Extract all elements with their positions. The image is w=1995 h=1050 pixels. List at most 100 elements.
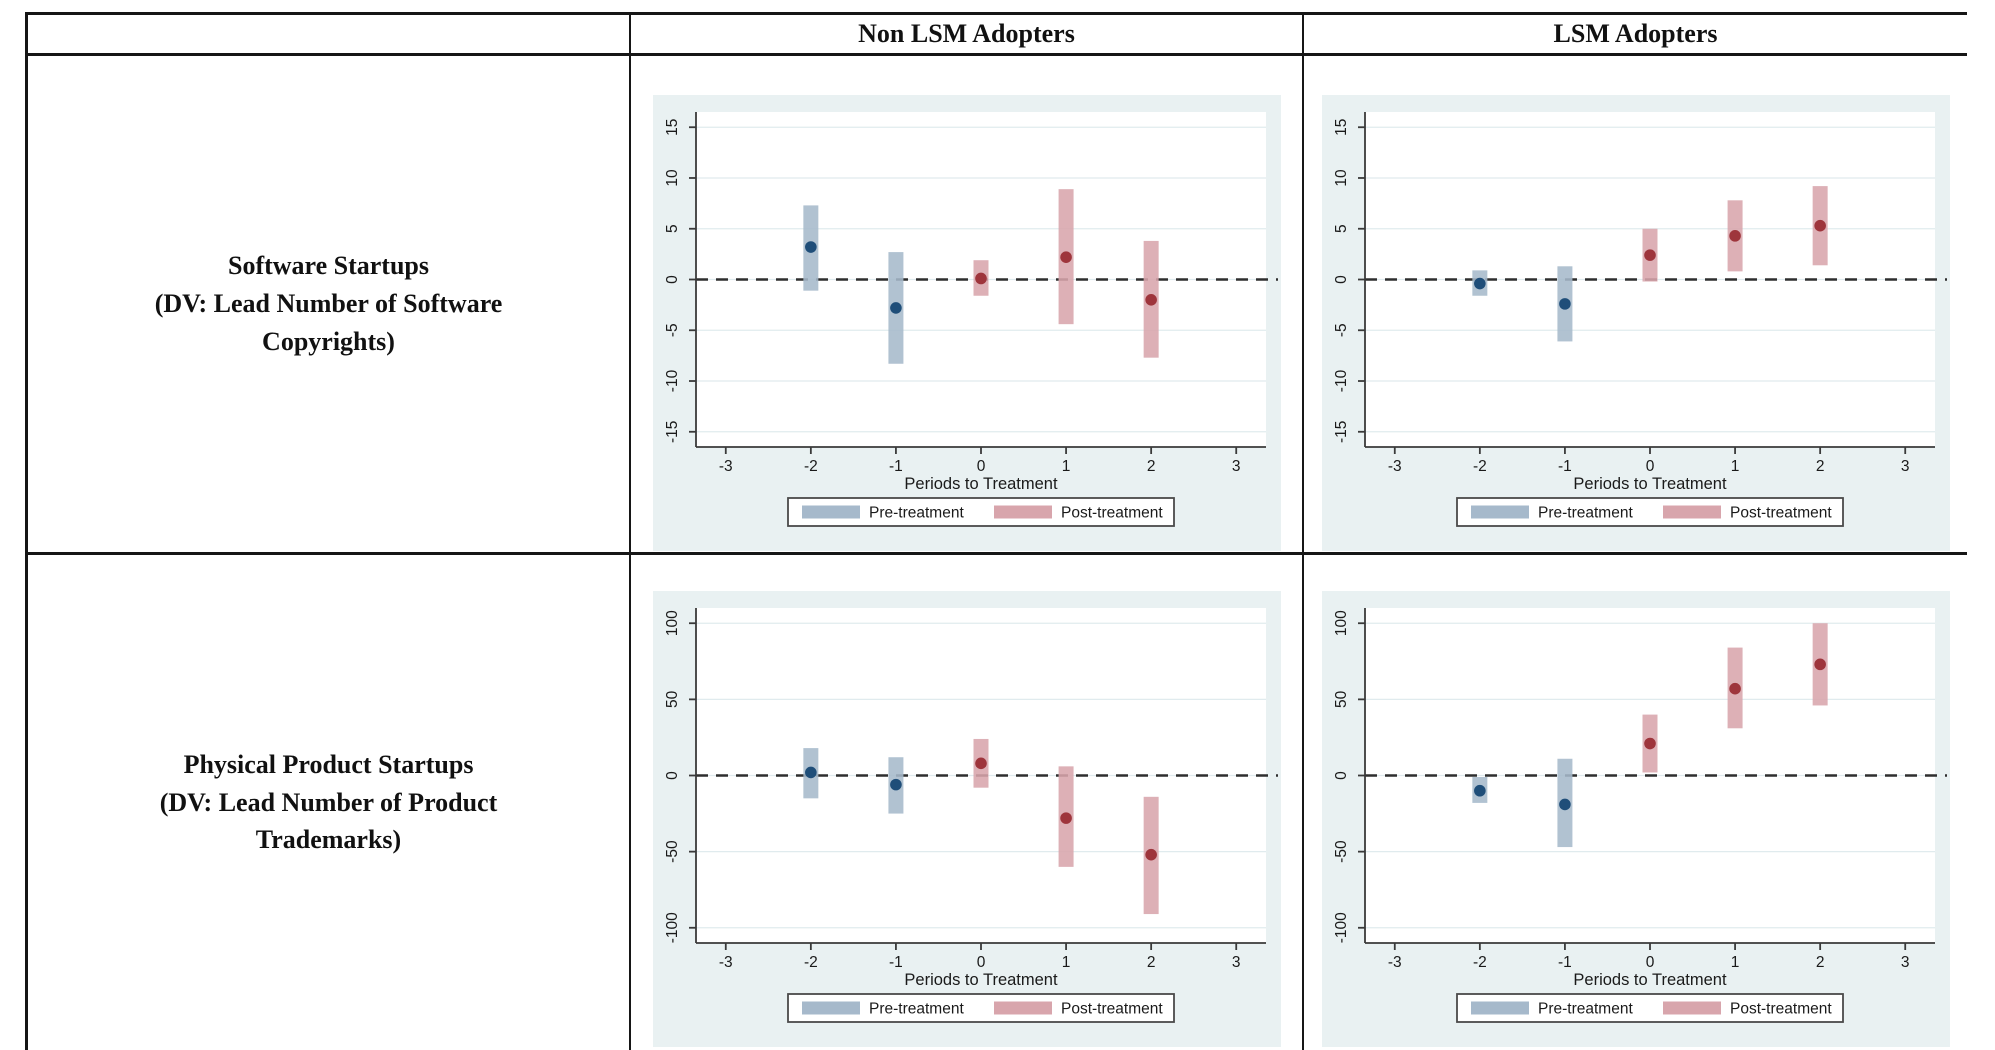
- x-tick-label: 3: [1900, 954, 1909, 971]
- legend-swatch-post: [993, 505, 1052, 519]
- x-tick-label: 3: [1231, 954, 1240, 971]
- y-tick-label: 50: [664, 690, 681, 708]
- y-tick-label: -50: [1333, 840, 1350, 863]
- legend-swatch-post: [1662, 505, 1721, 519]
- point-estimate-dot: [1059, 812, 1072, 824]
- y-tick-label: 50: [1333, 690, 1350, 708]
- column-header-lsm: LSM Adopters: [1304, 15, 1967, 56]
- y-tick-label: -5: [1333, 323, 1350, 337]
- point-estimate-dot: [889, 778, 902, 791]
- legend-swatch-pre: [801, 1001, 860, 1015]
- y-tick-label: -10: [1333, 369, 1350, 392]
- y-tick-label: 15: [664, 119, 681, 136]
- figure-table: Non LSM Adopters LSM Adopters Software S…: [25, 12, 1967, 1050]
- legend-swatch-post: [993, 1001, 1052, 1015]
- row-label-software-startups: Software Startups (DV: Lead Number of So…: [28, 56, 631, 555]
- x-tick-label: 1: [1730, 458, 1739, 475]
- point-estimate-dot: [1643, 737, 1656, 750]
- x-tick-label: -2: [803, 954, 817, 971]
- y-tick-label: 0: [1333, 275, 1350, 284]
- x-tick-label: 3: [1900, 458, 1909, 475]
- point-estimate-dot: [1558, 298, 1571, 310]
- legend-label-post: Post-treatment: [1061, 505, 1163, 522]
- legend-swatch-pre: [801, 505, 860, 519]
- y-tick-label: -10: [664, 369, 681, 392]
- x-tick-label: -2: [803, 458, 817, 475]
- x-tick-label: -3: [1387, 458, 1401, 475]
- x-tick-label: -3: [1387, 954, 1401, 971]
- chart-cell-software-lsm: -15 -10 -5 0 5 10 15 -3 -2 -1 0 1 2 3 Periods to Treat…: [1304, 56, 1967, 555]
- x-tick-label: -3: [718, 954, 732, 971]
- x-tick-label: 2: [1815, 954, 1824, 971]
- y-tick-label: 5: [1333, 224, 1350, 233]
- x-tick-label: -3: [718, 458, 732, 475]
- x-tick-label: 3: [1231, 458, 1240, 475]
- y-tick-label: 10: [1333, 169, 1350, 187]
- legend-label-pre: Pre-treatment: [1538, 1001, 1633, 1018]
- x-tick-label: 1: [1730, 954, 1739, 971]
- point-estimate-dot: [804, 241, 817, 253]
- point-estimate-dot: [974, 272, 987, 285]
- y-tick-label: 5: [664, 224, 681, 233]
- x-tick-label: -1: [889, 458, 903, 475]
- legend-label-post: Post-treatment: [1061, 1001, 1163, 1018]
- point-estimate-dot: [1144, 848, 1157, 861]
- x-tick-label: 2: [1146, 458, 1155, 475]
- legend-swatch-pre: [1470, 1001, 1529, 1015]
- legend-swatch-post: [1662, 1001, 1721, 1015]
- x-tick-label: -1: [1558, 954, 1572, 971]
- x-axis-title: Periods to Treatment: [904, 971, 1058, 989]
- y-tick-label: -5: [664, 323, 681, 337]
- legend-label-pre: Pre-treatment: [869, 505, 964, 522]
- y-tick-label: 100: [1333, 610, 1350, 636]
- x-axis-title: Periods to Treatment: [904, 475, 1058, 493]
- chart-cell-software-non-lsm: -15 -10 -5 0 5 10 15 -3 -2 -1 0 1 2 3 Periods to Treat…: [631, 56, 1304, 555]
- x-tick-label: -2: [1472, 954, 1486, 971]
- x-tick-label: 0: [1645, 954, 1654, 971]
- x-tick-label: 2: [1146, 954, 1155, 971]
- legend-swatch-pre: [1470, 505, 1529, 519]
- point-estimate-dot: [1813, 658, 1826, 671]
- x-tick-label: -1: [1558, 458, 1572, 475]
- point-estimate-dot: [1473, 277, 1486, 290]
- point-estimate-dot: [1059, 251, 1072, 263]
- x-tick-label: 1: [1061, 954, 1070, 971]
- y-tick-label: 0: [664, 771, 681, 780]
- legend-label-pre: Pre-treatment: [1538, 505, 1633, 522]
- point-estimate-dot: [1728, 230, 1741, 242]
- legend-label-pre: Pre-treatment: [869, 1001, 964, 1018]
- row-label-physical-product-startups: Physical Product Startups (DV: Lead Numb…: [28, 555, 631, 1050]
- legend-label-post: Post-treatment: [1730, 505, 1832, 522]
- point-estimate-dot: [1144, 294, 1157, 306]
- x-tick-label: 0: [976, 954, 985, 971]
- x-tick-label: 1: [1061, 458, 1070, 475]
- x-axis-title: Periods to Treatment: [1573, 971, 1727, 989]
- y-tick-label: 0: [664, 275, 681, 284]
- point-estimate-dot: [1728, 682, 1741, 695]
- y-tick-label: 100: [664, 610, 681, 636]
- y-tick-label: -15: [1333, 421, 1350, 443]
- point-estimate-dot: [1643, 249, 1656, 261]
- chart-cell-physical-non-lsm: -100 -50 0 50 100 -3 -2 -1 0 1 2 3 Periods to Treatm…: [631, 555, 1304, 1050]
- x-tick-label: 0: [1645, 458, 1654, 475]
- point-estimate-dot: [889, 302, 902, 314]
- y-tick-label: 10: [664, 169, 681, 187]
- x-tick-label: -2: [1472, 458, 1486, 475]
- y-tick-label: -50: [664, 840, 681, 863]
- x-tick-label: 2: [1815, 458, 1824, 475]
- point-estimate-dot: [1813, 219, 1826, 232]
- chart-physical-non-lsm-adopters: -100 -50 0 50 100 -3 -2 -1 0 1 2 3 Periods to Treatm…: [652, 591, 1281, 1047]
- legend-label-post: Post-treatment: [1730, 1001, 1832, 1018]
- x-tick-label: 0: [976, 458, 985, 475]
- y-tick-label: -100: [664, 912, 681, 943]
- y-tick-label: -15: [664, 421, 681, 443]
- header-empty-cell: [28, 15, 631, 56]
- x-tick-label: -1: [889, 954, 903, 971]
- point-estimate-dot: [804, 766, 817, 779]
- point-estimate-dot: [1558, 798, 1571, 811]
- y-tick-label: 15: [1333, 119, 1350, 136]
- column-header-non-lsm: Non LSM Adopters: [631, 15, 1304, 56]
